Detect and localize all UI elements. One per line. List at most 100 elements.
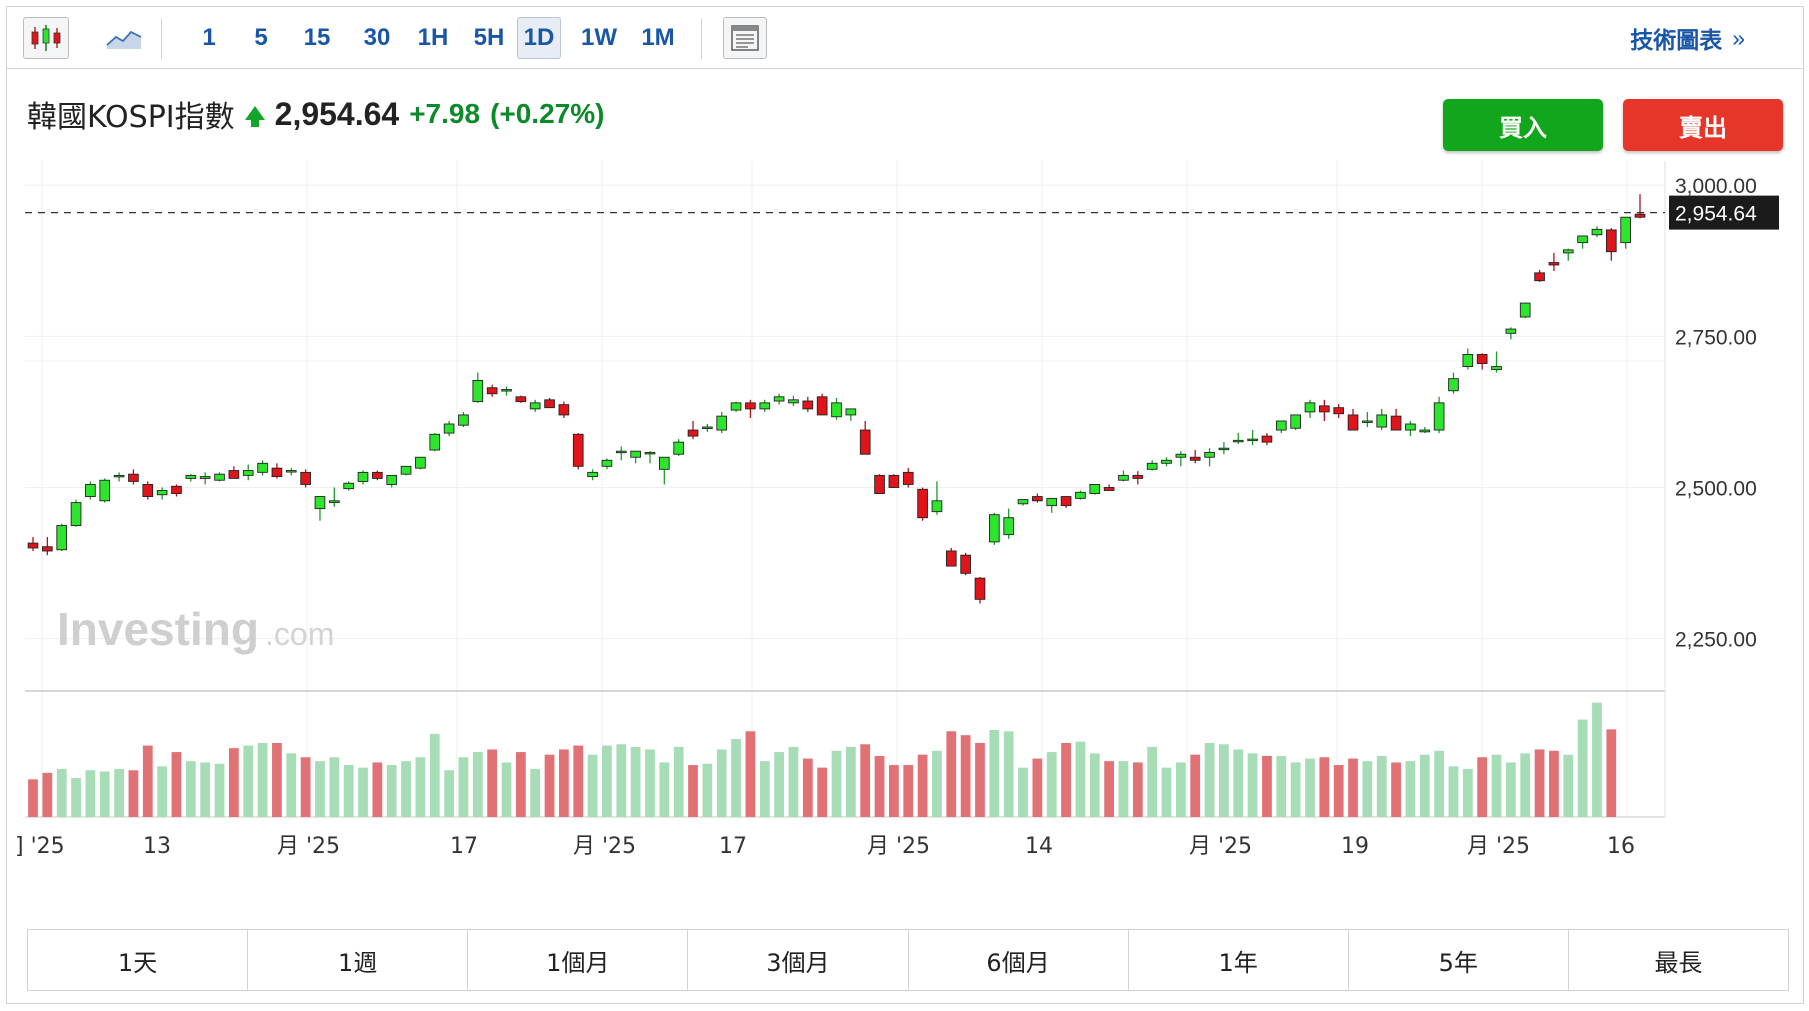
toolbar: 1 5 15 30 1H 5H 1D 1W 1M 技術圖表 » xyxy=(7,7,1803,69)
volume-bar xyxy=(1434,750,1445,817)
candle-body xyxy=(1419,429,1431,433)
volume-bar xyxy=(401,761,411,817)
volume-bar xyxy=(1333,765,1344,817)
volume-bar xyxy=(1018,767,1028,817)
candle-body xyxy=(601,459,613,467)
volume-bar xyxy=(1448,766,1459,817)
candle-body xyxy=(171,485,182,494)
volume-bar xyxy=(1606,729,1617,817)
candle-body xyxy=(1247,438,1258,442)
candle-body xyxy=(357,471,369,482)
volume-bar xyxy=(946,731,957,817)
volume-bar xyxy=(530,768,541,817)
range-5y[interactable]: 5年 xyxy=(1349,930,1569,990)
candle-body xyxy=(1548,262,1560,266)
interval-1m[interactable]: 1M xyxy=(641,24,675,51)
range-3m[interactable]: 3個月 xyxy=(688,930,909,990)
volume-bar xyxy=(917,754,928,817)
volume-bar xyxy=(1161,767,1172,817)
volume-bar xyxy=(845,746,856,817)
volume-bar xyxy=(1549,750,1559,817)
interval-5h[interactable]: 5H xyxy=(473,24,505,51)
volume-bar xyxy=(200,762,211,817)
volume-bar xyxy=(1190,754,1201,817)
range-1m[interactable]: 1個月 xyxy=(468,930,689,990)
volume-bar xyxy=(688,765,698,817)
volume-bar xyxy=(573,745,584,817)
interval-15[interactable]: 15 xyxy=(303,24,331,51)
interval-1d[interactable]: 1D xyxy=(517,17,561,59)
interval-1[interactable]: 1 xyxy=(202,24,216,51)
volume-bar xyxy=(315,761,325,817)
candle-body xyxy=(917,488,928,519)
volume-bar xyxy=(1477,757,1488,817)
candle-body xyxy=(1032,496,1043,502)
buy-button[interactable]: 買入 xyxy=(1443,99,1603,151)
volume-bar xyxy=(300,757,311,817)
candle-body xyxy=(285,470,297,473)
candle-body xyxy=(472,380,484,403)
interval-30[interactable]: 30 xyxy=(363,24,391,51)
candle-body xyxy=(1146,462,1158,470)
watermark-brand: Investing xyxy=(57,603,259,655)
candle-body xyxy=(372,471,383,479)
candle-body xyxy=(214,473,225,481)
volume-bar xyxy=(329,757,340,817)
candle-body xyxy=(386,474,398,485)
candle-body xyxy=(716,415,728,431)
candle-body xyxy=(759,402,771,410)
sell-button[interactable]: 賣出 xyxy=(1623,99,1783,151)
technical-chart-link[interactable]: 技術圖表 » xyxy=(1630,17,1745,59)
volume-bar xyxy=(1075,741,1086,817)
volume-bar xyxy=(28,779,38,817)
candle-body xyxy=(788,399,799,404)
layout-icon[interactable] xyxy=(723,17,767,59)
candle-body xyxy=(42,546,53,552)
range-max[interactable]: 最長 xyxy=(1654,948,1703,977)
range-6m[interactable]: 6個月 xyxy=(909,930,1129,990)
candle-body xyxy=(1405,423,1416,431)
volume-bar xyxy=(1520,753,1531,817)
candle-body xyxy=(1275,420,1287,431)
toolbar-separator xyxy=(701,19,702,59)
interval-1w[interactable]: 1W xyxy=(581,24,617,51)
interval-5[interactable]: 5 xyxy=(254,24,268,51)
range-1w[interactable]: 1週 xyxy=(248,930,469,990)
volume-bar xyxy=(673,746,684,817)
volume-bar xyxy=(1132,762,1143,817)
candle-body xyxy=(1605,229,1617,253)
volume-bar xyxy=(759,761,770,817)
candle-body xyxy=(300,471,311,485)
candle-body xyxy=(931,500,943,513)
candle-body xyxy=(1562,249,1574,254)
volume-bar xyxy=(544,754,555,817)
range-1d[interactable]: 1天 xyxy=(28,930,249,990)
volume-bar xyxy=(114,768,124,817)
range-1y[interactable]: 1年 xyxy=(1129,930,1349,990)
candle-body xyxy=(630,450,641,458)
candle-body xyxy=(1060,496,1072,507)
x-tick-label: 17 xyxy=(719,834,747,859)
volume-bar xyxy=(1003,731,1014,817)
technical-chart-label: 技術圖表 xyxy=(1630,28,1723,54)
volume-bar xyxy=(386,765,397,817)
candle-body xyxy=(1534,272,1545,282)
volume-bar xyxy=(42,772,53,817)
volume-bar xyxy=(171,752,182,817)
candle-body xyxy=(443,423,455,434)
x-tick-label: 13 xyxy=(143,834,171,859)
chart-widget: 1 5 15 30 1H 5H 1D 1W 1M 技術圖表 » 韓國KOSPI指… xyxy=(6,6,1804,1004)
volume-bar xyxy=(1405,761,1416,817)
volume-bar xyxy=(71,778,81,817)
volume-bar xyxy=(1233,749,1244,817)
candle-body xyxy=(845,408,857,416)
area-chart-icon[interactable] xyxy=(99,17,149,59)
volume-bar xyxy=(1563,754,1574,817)
candle-body xyxy=(1505,328,1517,334)
candlestick-icon[interactable] xyxy=(23,17,69,59)
candle-body xyxy=(85,484,96,498)
candle-body xyxy=(1519,302,1531,318)
price-chart[interactable]: Investing .com 3,000.00 2,750.00 2,500.00 2,2… xyxy=(7,7,1803,907)
candle-body xyxy=(271,467,283,478)
interval-1h[interactable]: 1H xyxy=(417,24,449,51)
